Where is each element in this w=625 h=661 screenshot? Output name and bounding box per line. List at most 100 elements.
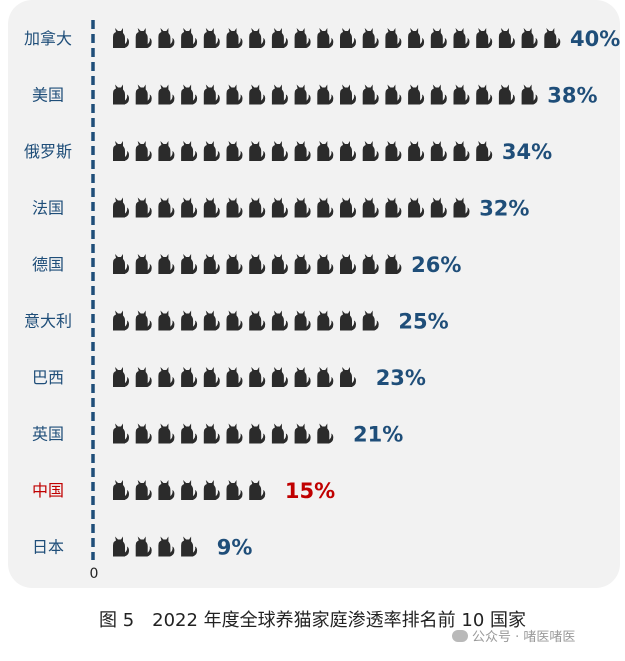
category-label: 俄罗斯 [24, 142, 72, 161]
cat-icon [408, 84, 425, 105]
chart-row: 法国 32% [32, 197, 529, 221]
cat-icon [113, 423, 129, 444]
cat-icon [362, 310, 379, 331]
cat-icon [271, 197, 288, 218]
cat-icon [453, 84, 470, 105]
cat-icon [362, 141, 379, 161]
chart-row: 美国 38% [32, 84, 598, 108]
cat-icon [158, 84, 175, 105]
cat-icon [226, 254, 243, 274]
cat-icon [340, 84, 356, 105]
category-label: 美国 [32, 86, 64, 105]
cat-icon [181, 367, 198, 387]
cat-icon [294, 310, 311, 331]
cat-icon [317, 197, 334, 218]
cat-icon [249, 423, 266, 444]
category-label: 德国 [32, 255, 64, 274]
cat-icon [181, 310, 198, 331]
cat-icon [476, 84, 493, 105]
cat-icon [430, 197, 447, 218]
value-label: 26% [411, 253, 461, 277]
cat-icon [408, 141, 425, 161]
cat-icon [521, 28, 538, 48]
cat-icon [294, 254, 311, 274]
cat-icon [203, 84, 220, 105]
cat-icon [203, 423, 220, 444]
cat-icon [544, 28, 561, 48]
cat-icon [113, 536, 129, 557]
cat-icon [249, 84, 266, 105]
value-label: 34% [502, 140, 552, 164]
cat-icon [203, 141, 220, 161]
cat-icon [249, 141, 266, 161]
category-label: 中国 [32, 481, 64, 500]
cat-icon [362, 28, 379, 48]
cat-icon [340, 28, 356, 48]
cat-icon [113, 367, 129, 387]
cat-icon [317, 254, 334, 274]
cat-icon [181, 480, 198, 500]
cat-icon [317, 141, 334, 161]
cat-icon [294, 84, 311, 105]
cat-icon [271, 141, 288, 161]
cat-icon [158, 254, 175, 274]
cat-icon [135, 28, 152, 48]
cat-icon [181, 423, 198, 444]
cat-icon [135, 254, 152, 274]
cat-icon [181, 536, 198, 557]
cat-icon [385, 254, 402, 274]
cat-icon [317, 84, 334, 105]
category-label: 巴西 [32, 368, 64, 387]
cat-icon [340, 141, 356, 161]
cat-icon [181, 28, 198, 48]
cat-icon [113, 254, 129, 274]
cat-icon [226, 197, 243, 218]
cat-icon [203, 254, 220, 274]
cat-icon [135, 197, 152, 218]
cat-icon [135, 367, 152, 387]
cat-icon [430, 84, 447, 105]
cat-icon [158, 536, 175, 557]
value-label: 23% [376, 366, 426, 390]
chart-row: 德国 26% [32, 253, 461, 277]
cat-icon [362, 254, 379, 274]
cat-icon [226, 310, 243, 331]
cat-icon [226, 480, 243, 500]
cat-icon [430, 141, 447, 161]
figure-caption: 图 5 2022 年度全球养猫家庭渗透率排名前 10 国家 [98, 610, 527, 631]
cat-icon [203, 480, 220, 500]
cat-icon [113, 197, 129, 218]
cat-icon [453, 28, 470, 48]
cat-icon [294, 423, 311, 444]
cat-icon [113, 141, 129, 161]
chart-row: 加拿大 40% [24, 27, 620, 51]
cat-icon [181, 141, 198, 161]
cat-icon [498, 28, 515, 48]
chart-row: 中国 15% [32, 479, 335, 503]
category-label: 日本 [32, 538, 64, 557]
cat-icon [226, 28, 243, 48]
cat-icon [158, 197, 175, 218]
cat-icon [135, 141, 152, 161]
watermark-text: 公众号 · 啫医啫医 [472, 630, 576, 645]
cat-icon [113, 28, 129, 48]
cat-icon [340, 310, 356, 331]
cat-icon [317, 367, 334, 387]
cat-icon [181, 197, 198, 218]
cat-icon [271, 28, 288, 48]
cat-icon [158, 310, 175, 331]
value-label: 38% [547, 84, 597, 108]
cat-icon [476, 28, 493, 48]
cat-icon [158, 141, 175, 161]
cat-icon [521, 84, 538, 105]
wechat-icon [452, 629, 468, 642]
cat-icon [385, 141, 402, 161]
cat-icon [158, 28, 175, 48]
cat-icon [340, 197, 356, 218]
cat-icon [317, 28, 334, 48]
cat-icon [430, 28, 447, 48]
cat-icon [249, 254, 266, 274]
value-label: 21% [353, 423, 403, 447]
cat-icon [135, 480, 152, 500]
cat-icon [453, 141, 470, 161]
